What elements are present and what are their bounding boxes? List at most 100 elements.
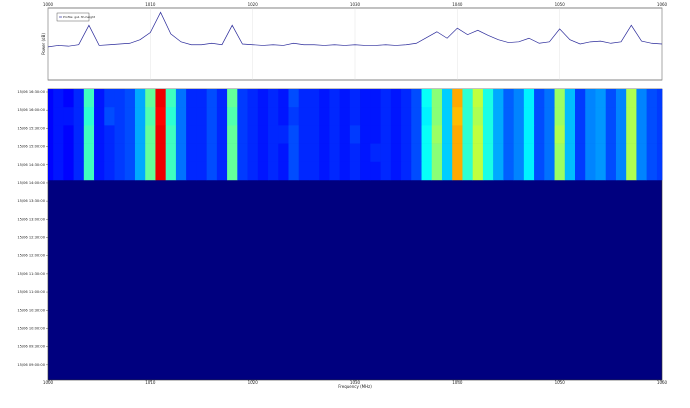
heatmap-cell — [227, 125, 238, 144]
x-tick-label: 1020 — [248, 2, 259, 7]
heatmap-cell — [349, 143, 361, 163]
heatmap-cell — [503, 161, 514, 181]
y-tick-label: 15/06 16:00:00 — [17, 108, 45, 112]
heatmap-cell — [615, 143, 627, 163]
heatmap-cell — [175, 125, 187, 144]
heatmap-cell — [585, 107, 596, 126]
y-tick-label: 15/06 10:30:00 — [17, 308, 45, 312]
heatmap-cell — [452, 107, 463, 126]
heatmap-cell — [493, 107, 504, 126]
heatmap-cell — [554, 143, 566, 163]
x-tick-label: 1060 — [657, 380, 668, 385]
heatmap-cell — [656, 125, 663, 144]
heatmap-cell — [575, 161, 586, 181]
heatmap-cell — [63, 125, 74, 144]
heatmap-cell — [544, 89, 555, 108]
heatmap-cell — [48, 89, 54, 108]
heatmap-cell — [523, 161, 535, 181]
heatmap-cell — [431, 89, 443, 108]
heatmap-cell — [544, 161, 555, 181]
heatmap-cell — [134, 125, 146, 144]
y-tick-label: 15/06 13:30:00 — [17, 199, 45, 203]
heatmap-cell — [94, 125, 105, 144]
heatmap-cell — [595, 161, 607, 181]
y-tick-label: 15/06 13:00:00 — [17, 217, 45, 221]
y-tick-label: 15/06 15:30:00 — [17, 126, 45, 130]
heatmap-cell — [53, 125, 64, 144]
heatmap-cell — [360, 161, 371, 181]
heatmap-cell — [186, 161, 197, 181]
heatmap-cell — [319, 161, 330, 181]
heatmap-cell — [339, 107, 351, 126]
x-tick-label: 1030 — [350, 2, 361, 7]
heatmap-cell — [124, 89, 136, 108]
heatmap-cell — [216, 143, 228, 163]
heatmap-cell — [441, 161, 453, 181]
heatmap-cell — [411, 143, 422, 163]
heatmap-cell — [63, 89, 74, 108]
heatmap-cell — [431, 125, 443, 144]
heatmap-cell — [104, 89, 115, 108]
heatmap-cell — [155, 125, 166, 144]
heatmap-cell — [329, 125, 340, 144]
heatmap-cell — [636, 143, 647, 163]
heatmap-cell — [175, 89, 187, 108]
heatmap-cell — [472, 161, 484, 181]
heatmap-cell — [247, 107, 259, 126]
heatmap-cell — [48, 161, 54, 181]
heatmap-cell — [360, 143, 371, 163]
heatmap-cell — [216, 89, 228, 108]
heatmap-cell — [441, 125, 453, 144]
heatmap-cell — [390, 125, 402, 144]
heatmap-cell — [155, 107, 166, 126]
heatmap-cell — [636, 107, 647, 126]
legend: Profile: gs1 3h-height — [56, 12, 96, 22]
heatmap-cell — [401, 143, 412, 163]
heatmap-cell — [247, 161, 259, 181]
heatmap-cell — [585, 161, 596, 181]
heatmap-cell — [83, 107, 95, 126]
heatmap-cell — [339, 161, 351, 181]
heatmap-cell — [155, 161, 166, 181]
heatmap-cell — [370, 125, 381, 144]
heatmap-cell — [288, 89, 300, 108]
heatmap-cell — [349, 161, 361, 181]
heatmap-cell — [94, 143, 105, 163]
heatmap-cell — [380, 125, 392, 144]
heatmap-cell — [513, 89, 525, 108]
heatmap-cell — [605, 89, 617, 108]
heatmap-cell — [595, 107, 607, 126]
heatmap-cell — [165, 89, 177, 108]
heatmap-cell — [421, 125, 433, 144]
heatmap-cell — [104, 125, 115, 144]
heatmap-cell — [237, 125, 248, 144]
heatmap-cell — [329, 161, 340, 181]
heatmap-cell — [288, 107, 300, 126]
heatmap-cell — [523, 107, 535, 126]
heatmap-cell — [278, 89, 289, 108]
heatmap-cell — [605, 125, 617, 144]
heatmap-cell — [431, 107, 443, 126]
heatmap-cell — [411, 107, 422, 126]
heatmap-cell — [585, 125, 596, 144]
heatmap-cell — [134, 89, 146, 108]
heatmap-cell — [298, 125, 310, 144]
heatmap-cell — [63, 107, 74, 126]
heatmap-cell — [441, 89, 453, 108]
heatmap-cell — [503, 143, 514, 163]
heatmap-cell — [646, 143, 658, 163]
heatmap-cell — [626, 107, 637, 126]
legend-label: Profile: gs1 3h-height — [63, 15, 96, 19]
heatmap-cell — [48, 143, 54, 163]
heatmap-cell — [605, 161, 617, 181]
heatmap-cell — [83, 89, 95, 108]
heatmap-cell — [186, 107, 197, 126]
heatmap-cell — [390, 107, 402, 126]
heatmap-cell — [390, 143, 402, 163]
heatmap-cell — [523, 143, 535, 163]
heatmap-cell — [186, 125, 197, 144]
heatmap-cell — [288, 125, 300, 144]
heatmap-cell — [441, 143, 453, 163]
heatmap-cell — [134, 161, 146, 181]
heatmap-cell — [308, 143, 320, 163]
